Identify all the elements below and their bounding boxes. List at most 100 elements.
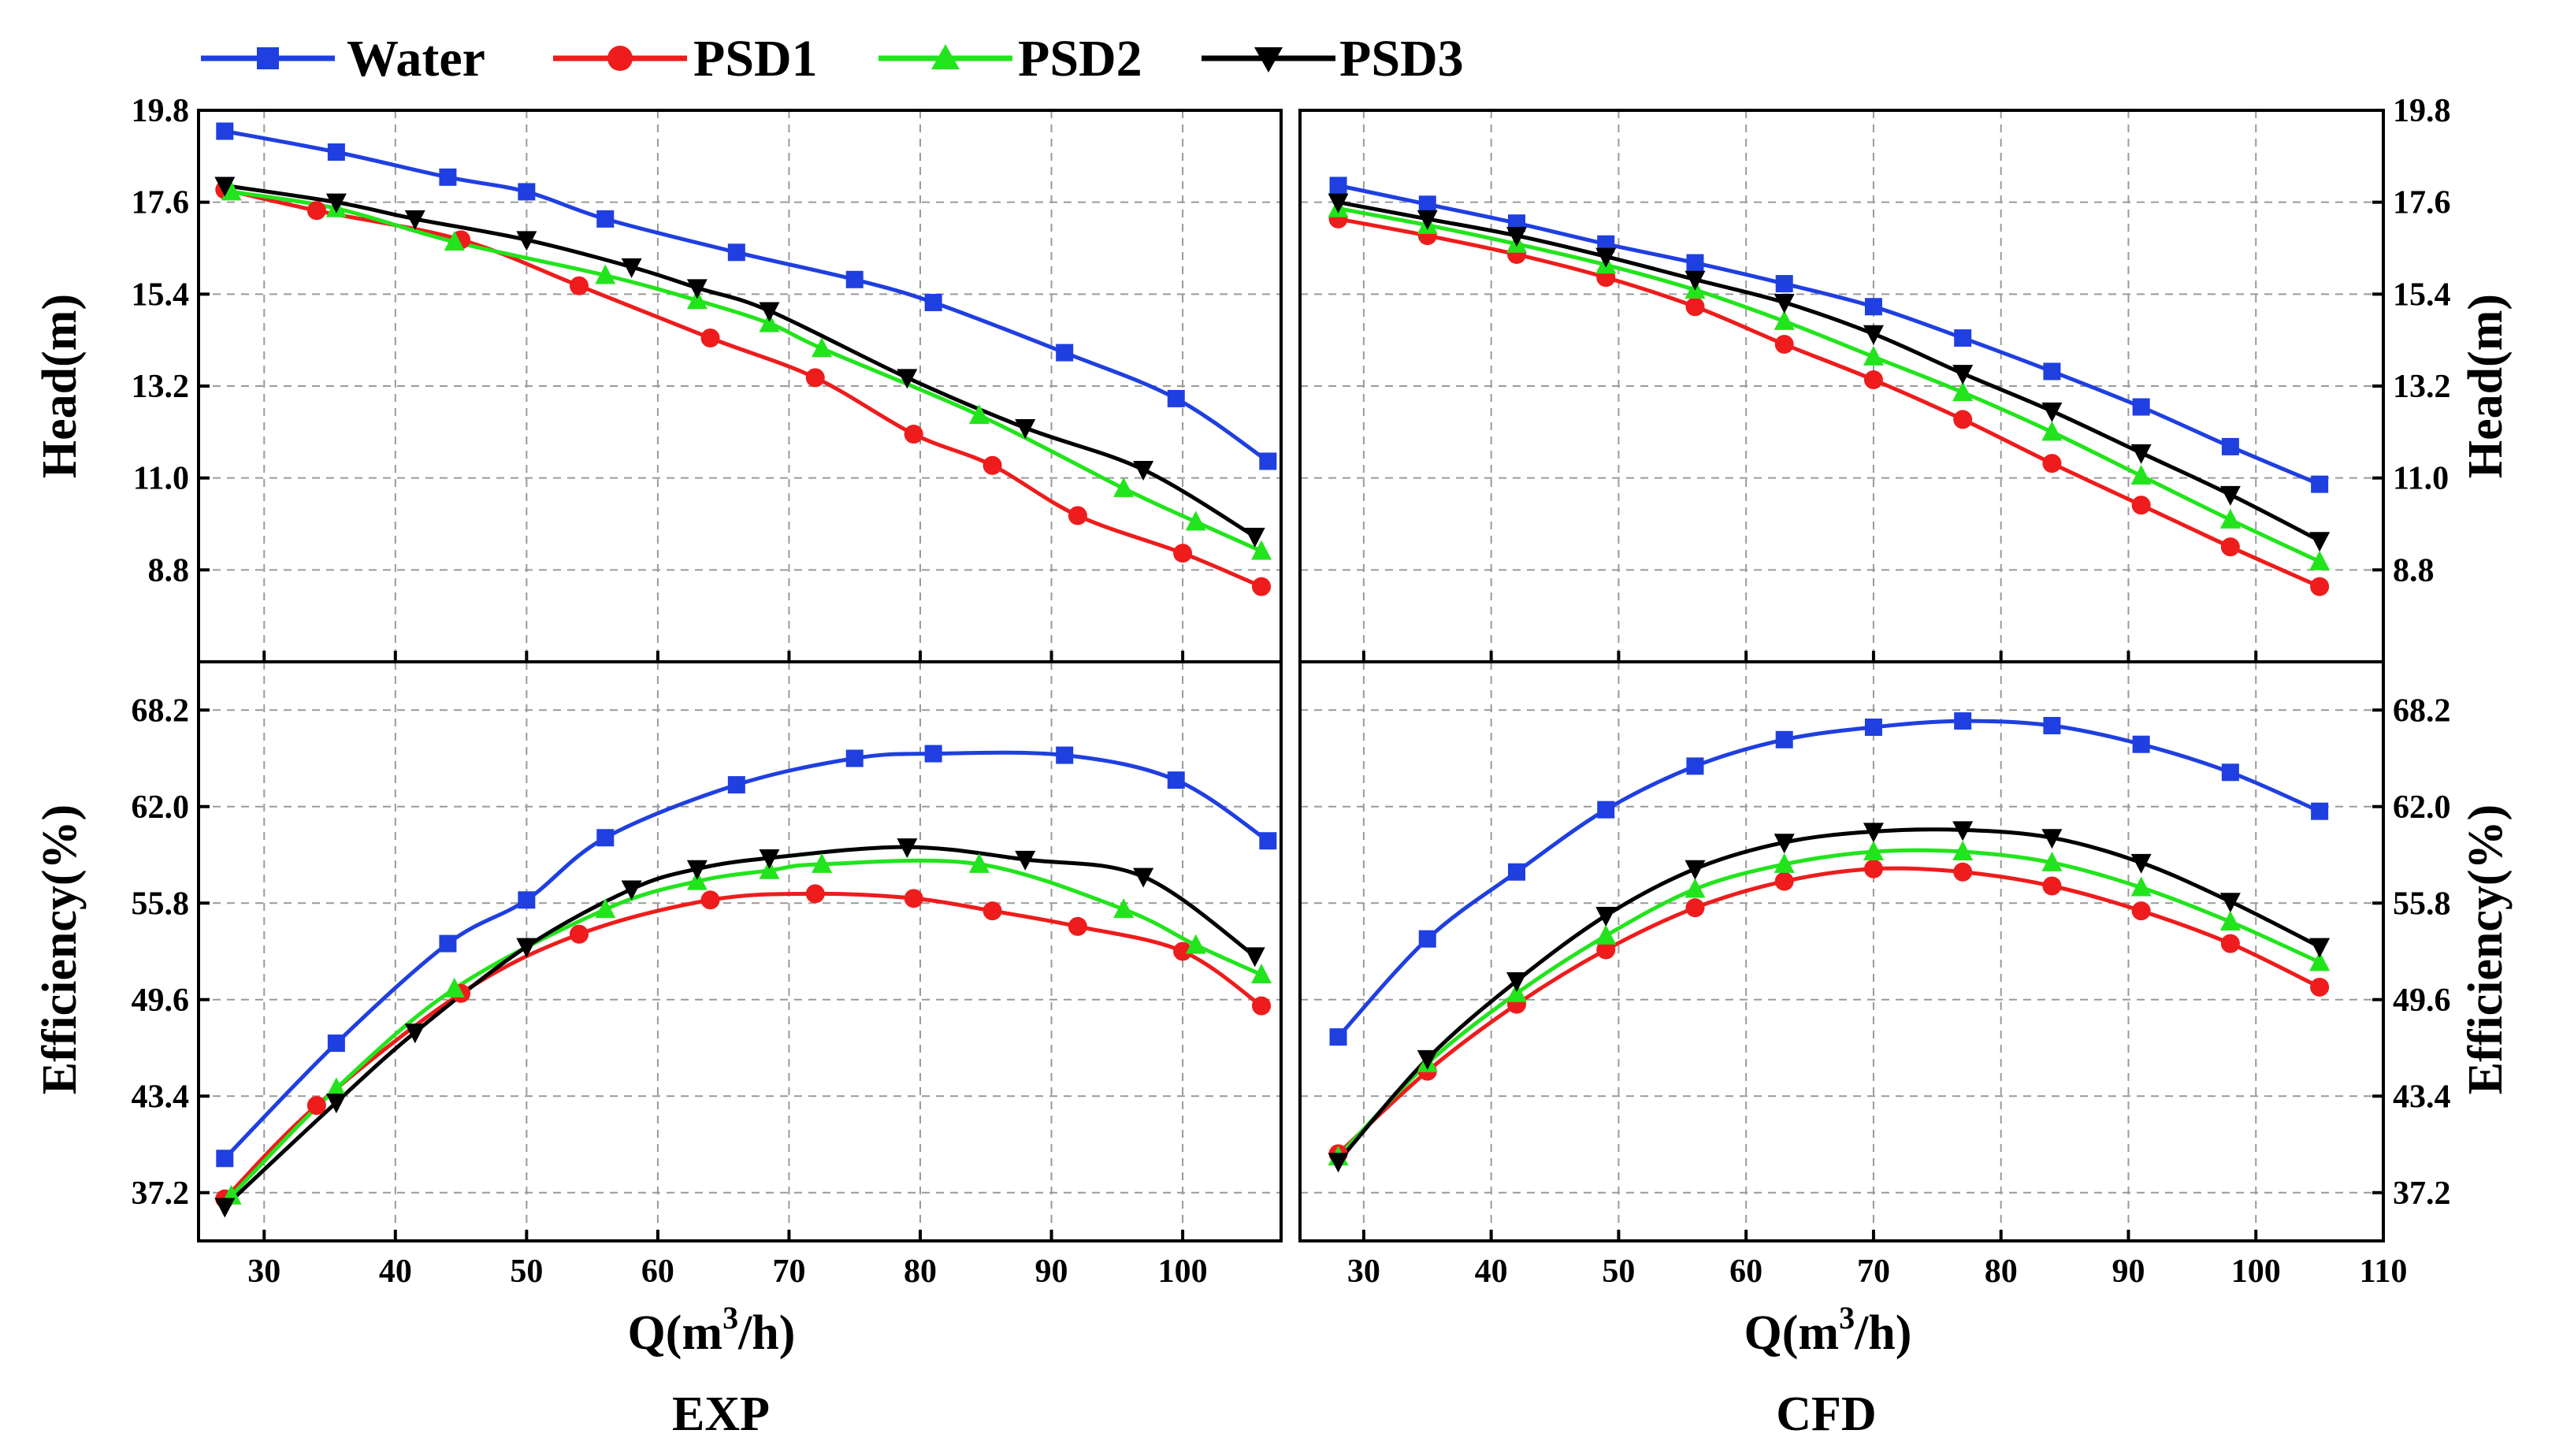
legend-marker-psd2 [931,44,960,69]
y-tick-label: 62.0 [132,789,190,826]
data-point-psd1 [2042,876,2062,896]
data-point-psd3 [516,938,537,958]
plot-frame [1298,660,2385,1242]
data-point-water [216,1150,234,1168]
x-axis-label-exp: Q(m3/h) [628,1300,796,1360]
data-point-water [2132,735,2150,753]
data-point-psd1 [982,455,1002,475]
data-point-water [2311,802,2329,820]
data-point-psd3 [1015,419,1036,440]
y-tick-label: 15.4 [2393,277,2451,313]
data-point-water [1686,254,1704,272]
data-point-psd2 [2219,910,2241,930]
data-point-psd3 [2041,402,2063,422]
panel-exp-efficiency: 37.2 43.4 49.6 55.8 62.0 68.2 30 40 50 60 70 80 90 10… [132,660,1283,1290]
data-point-water [518,183,536,201]
data-point-psd2 [1185,934,1206,954]
y-tick-label: 11.0 [2393,461,2449,497]
data-point-psd3 [1595,247,1617,268]
data-point-psd1 [2310,577,2330,596]
data-point-psd1 [1252,577,1272,596]
series-line-psd2 [1336,848,2321,1159]
y-tick-label: 49.6 [132,982,190,1019]
data-point-water [727,776,745,794]
x-tick-label: 50 [1602,1254,1635,1290]
y-tick-label: 13.2 [132,369,190,405]
data-point-water [1329,176,1347,195]
data-point-water [216,122,234,140]
data-point-psd2 [759,859,780,879]
data-point-psd3 [214,1198,236,1218]
data-point-psd3 [214,176,236,197]
y-tick-label: 11.0 [133,461,189,497]
data-point-water [1775,275,1793,293]
legend-marker-psd3 [1254,47,1283,72]
data-point-psd3 [2130,853,2152,874]
data-point-psd3 [621,880,642,901]
data-point-psd3 [1684,860,1706,880]
data-point-psd3 [897,838,918,859]
x-label-prefix: Q(m [1744,1306,1840,1360]
legend-marker-water [257,47,279,69]
data-point-psd2 [1952,381,1974,401]
data-point-psd1 [904,889,923,908]
data-point-psd2 [968,852,990,873]
series-line-psd1 [223,891,1263,1201]
data-point-water [596,829,615,847]
data-point-psd3 [404,210,425,230]
y-axis-label-head-right: Head(m) [2459,294,2513,478]
data-point-water [924,293,942,311]
data-point-psd3 [1595,907,1617,927]
y-tick-label: 37.2 [132,1176,190,1212]
legend-item-psd3: PSD3 [1202,30,1464,87]
plot-frame [197,660,1283,1242]
y-tick-label: 13.2 [2393,369,2451,405]
data-point-psd1 [2310,977,2330,997]
data-point-psd2 [1251,964,1272,984]
data-point-psd1 [700,329,720,348]
data-point-psd1 [1173,942,1193,961]
series-line-psd2 [1338,206,2321,563]
x-tick-label: 30 [1347,1254,1380,1290]
data-point-psd3 [2041,829,2063,849]
data-point-water [1508,863,1525,881]
y-tick-label: 68.2 [2393,693,2451,729]
y-tick-label: 43.4 [2393,1079,2451,1115]
data-point-psd3 [2219,893,2241,913]
data-point-psd3 [621,258,642,278]
x-tick-label: 50 [510,1254,543,1290]
data-point-water [845,270,864,288]
x-label-superscript: 3 [722,1300,738,1335]
data-point-psd1 [805,368,825,388]
y-tick-label: 55.8 [132,886,190,922]
x-tick-label: 90 [2112,1254,2145,1290]
series-line-psd1 [1338,217,2321,589]
data-point-psd3 [1506,972,1527,993]
data-point-water [1864,718,1882,736]
data-point-psd2 [1113,477,1135,497]
data-point-psd3 [1417,1049,1438,1070]
data-point-psd3 [1952,365,1974,385]
data-point-psd3 [1863,823,1884,843]
data-point-psd1 [1685,297,1705,317]
data-point-psd1 [1774,334,1794,354]
x-tick-label: 40 [379,1254,412,1290]
data-point-psd2 [812,337,833,358]
data-point-psd1 [2220,934,2240,953]
x-label-suffix: /h) [737,1306,795,1360]
data-point-psd2 [1863,841,1884,861]
series-line-psd1 [224,188,1262,589]
legend: Water PSD1 PSD2 PSD3 [201,30,1464,87]
data-point-psd1 [1068,506,1087,526]
data-point-psd3 [1774,293,1795,314]
data-point-psd1 [2220,537,2240,557]
data-point-psd3 [1133,461,1154,481]
series-line-psd2 [231,189,1263,553]
data-point-water [1259,832,1277,850]
legend-item-water: Water [201,30,485,87]
data-point-water [1775,730,1793,748]
data-point-water [1056,746,1074,764]
data-point-psd3 [1244,527,1265,548]
data-point-psd3 [1015,850,1036,871]
